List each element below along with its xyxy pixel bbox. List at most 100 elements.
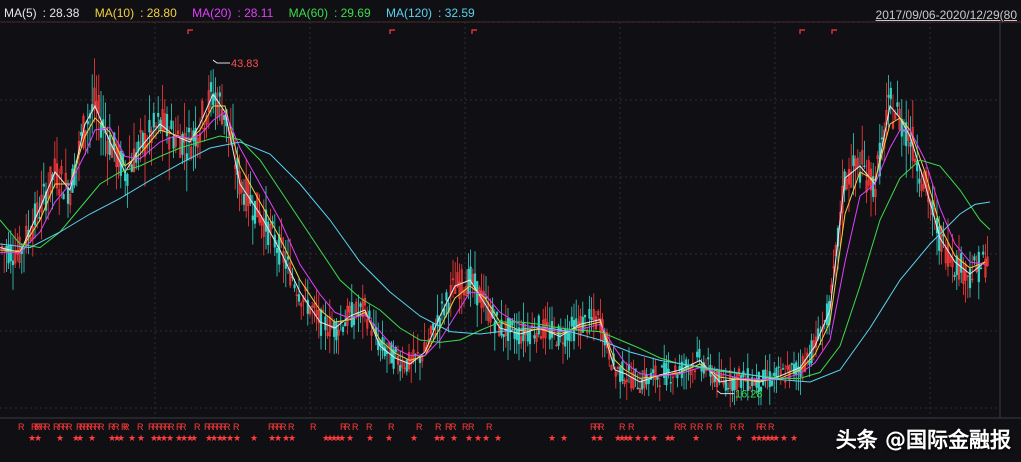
candle-body bbox=[638, 387, 642, 393]
top-marker-0 bbox=[187, 29, 193, 34]
candle-body bbox=[731, 378, 734, 391]
candle-body bbox=[447, 302, 450, 313]
r-marker: R bbox=[619, 422, 626, 432]
r-marker: R bbox=[486, 422, 493, 432]
candle-body bbox=[500, 319, 503, 336]
r-marker: R bbox=[388, 422, 395, 432]
candle-body bbox=[157, 112, 160, 117]
star-marker: ★ bbox=[326, 434, 334, 444]
candle-body bbox=[348, 305, 351, 313]
star-marker: ★ bbox=[772, 434, 780, 444]
candle-body bbox=[286, 256, 290, 260]
star-marker: ★ bbox=[108, 434, 116, 444]
star-marker: ★ bbox=[494, 434, 502, 444]
annotation-label-0: 43.83 bbox=[231, 58, 259, 70]
legend-ma10: MA(10): 28.80 bbox=[94, 6, 177, 20]
candle-body bbox=[223, 114, 226, 120]
star-marker: ★ bbox=[186, 434, 194, 444]
candle-body bbox=[352, 316, 356, 326]
candle-body bbox=[212, 95, 215, 105]
candle-body bbox=[493, 321, 496, 334]
r-marker: R bbox=[34, 422, 41, 432]
candle-body bbox=[458, 281, 461, 299]
candle-body bbox=[478, 287, 481, 303]
candle-body bbox=[616, 367, 620, 369]
annotation-arrow-0 bbox=[212, 59, 230, 64]
candle-body bbox=[770, 380, 774, 386]
candle-body bbox=[69, 193, 72, 205]
candle-body bbox=[403, 367, 406, 370]
r-marker: R bbox=[445, 422, 452, 432]
candle-body bbox=[808, 361, 811, 365]
candle-body bbox=[711, 375, 714, 384]
candle-body bbox=[960, 253, 963, 273]
star-marker: ★ bbox=[548, 434, 556, 444]
star-marker: ★ bbox=[166, 434, 174, 444]
top-marker-4 bbox=[831, 29, 837, 34]
candle-body bbox=[786, 365, 789, 370]
candle-body bbox=[707, 357, 710, 360]
candlesticks bbox=[0, 58, 989, 408]
r-marker: R bbox=[233, 422, 240, 432]
candle-body bbox=[300, 303, 303, 307]
legend-ma120: MA(120): 32.59 bbox=[386, 6, 475, 20]
star-marker: ★ bbox=[433, 434, 441, 444]
star-marker: ★ bbox=[205, 434, 213, 444]
candle-body bbox=[535, 332, 538, 342]
r-marker: R bbox=[62, 422, 69, 432]
candle-body bbox=[533, 335, 536, 339]
candle-body bbox=[588, 308, 591, 319]
star-marker: ★ bbox=[226, 434, 234, 444]
r-marker: R bbox=[76, 422, 83, 432]
candle-body bbox=[392, 349, 395, 369]
star-marker: ★ bbox=[137, 434, 145, 444]
line-ma60 bbox=[0, 135, 991, 379]
candle-body bbox=[150, 130, 153, 144]
r-marker: R bbox=[628, 422, 635, 432]
candle-body bbox=[401, 359, 404, 368]
candle-body bbox=[82, 115, 85, 148]
candle-body bbox=[379, 340, 382, 346]
r-marker: R bbox=[194, 422, 201, 432]
star-marker: ★ bbox=[596, 434, 604, 444]
candle-body bbox=[33, 203, 37, 226]
candle-body bbox=[80, 132, 83, 136]
candle-body bbox=[256, 192, 259, 218]
candle-body bbox=[845, 178, 848, 189]
candle-body bbox=[324, 316, 327, 331]
candle-body bbox=[498, 323, 501, 337]
star-marker: ★ bbox=[338, 434, 346, 444]
candle-body bbox=[139, 129, 142, 133]
star-marker: ★ bbox=[642, 434, 650, 444]
r-marker: R bbox=[768, 422, 775, 432]
candle-body bbox=[825, 303, 829, 326]
candle-body bbox=[753, 381, 756, 386]
star-marker: ★ bbox=[634, 434, 642, 444]
top-marker-3 bbox=[799, 29, 805, 34]
star-marker: ★ bbox=[330, 434, 338, 444]
r-marker: R bbox=[18, 422, 25, 432]
r-marker: R bbox=[468, 422, 475, 432]
date-range[interactable]: 2017/09/06-2020/12/29(80 bbox=[875, 8, 1017, 22]
r-marker: R bbox=[123, 422, 130, 432]
star-marker: ★ bbox=[465, 434, 473, 444]
candle-body bbox=[918, 178, 921, 184]
candle-body bbox=[627, 364, 631, 371]
candle-body bbox=[165, 114, 169, 137]
r-marker: R bbox=[220, 422, 227, 432]
candle-body bbox=[792, 363, 796, 375]
candle-body bbox=[656, 377, 659, 380]
candle-body bbox=[181, 134, 184, 155]
candle-body bbox=[861, 150, 864, 165]
chart-grid bbox=[0, 21, 1021, 419]
star-marker: ★ bbox=[790, 434, 798, 444]
watermark: 头条 @国际金融报 bbox=[835, 428, 1011, 452]
r-marker: R bbox=[53, 422, 60, 432]
candle-body bbox=[570, 316, 573, 327]
candle-body bbox=[359, 303, 362, 307]
r-marker: R bbox=[160, 422, 167, 432]
legend-ma60: MA(60): 29.69 bbox=[288, 6, 371, 20]
candle-body bbox=[759, 386, 763, 392]
line-ma10 bbox=[0, 105, 986, 382]
candle-body bbox=[141, 132, 144, 149]
